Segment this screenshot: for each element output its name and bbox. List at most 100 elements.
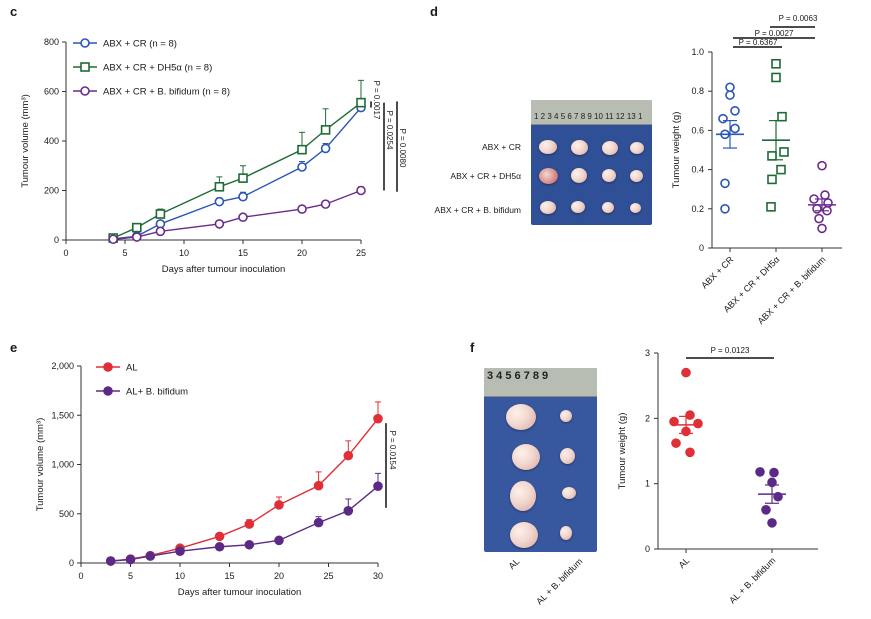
photo-f-group-label: AL (507, 556, 522, 571)
panel-e-data-point (343, 505, 354, 516)
panel-c-y-tick-label: 0 (54, 235, 59, 245)
panel-d-data-point (776, 164, 786, 175)
panel-c-legend-marker (80, 62, 90, 72)
photo-d-row-label-2: ABX + CR + DH5α (450, 171, 521, 181)
panel-d-data-point (812, 204, 822, 214)
panel-c-legend-marker (80, 86, 90, 96)
panel-e-y-tick-label: 2,000 (51, 361, 74, 371)
panel-c-data-point (214, 219, 225, 229)
panel-c-data-point (132, 222, 142, 233)
panel-d-data-point (766, 202, 776, 212)
panel-f-data-point (693, 418, 703, 429)
panel-e-data-point (244, 519, 255, 529)
panel-c-data-point (155, 226, 166, 237)
panel-c-legend-label: ABX + CR + DH5α (n = 8) (103, 63, 212, 74)
panel-letter-d: d (430, 4, 438, 19)
panel-e-x-axis-label: Days after tumour inoculation (178, 587, 302, 598)
panel-e-y-tick-label: 1,500 (51, 410, 74, 420)
panel-letter-c: c (10, 4, 17, 19)
panel-e-p-value: P = 0.0154 (388, 431, 397, 470)
panel-c-data-point (320, 143, 331, 154)
panel-c-data-point (155, 209, 166, 219)
panel-e-data-point (373, 481, 383, 491)
panel-e-legend-label: AL+ B. bifidum (126, 387, 188, 398)
panel-d-data-point (817, 160, 827, 171)
panel-e-y-tick-label: 500 (59, 509, 74, 519)
panel-f-data-point (671, 438, 681, 448)
panel-c-data-point (356, 185, 366, 196)
panel-d-data-point (767, 174, 777, 185)
panel-e-data-point (343, 450, 354, 461)
panel-f-category-label: AL (677, 555, 692, 570)
panel-e-data-point (274, 500, 284, 510)
panel-c-data-point (238, 173, 248, 183)
panel-c-p-value: P = 0.0017 (372, 81, 381, 120)
panel-c-data-point (238, 212, 248, 223)
panel-d-y-tick-label: 1.0 (691, 47, 704, 57)
panel-c-data-point (356, 97, 366, 108)
panel-c-x-tick-label: 15 (238, 248, 248, 258)
panel-e-series-line (110, 418, 379, 562)
panel-d-data-point (720, 178, 730, 189)
panel-d-data-point (820, 190, 830, 200)
panel-d-p-value: P = 0.0027 (755, 29, 794, 38)
panel-c-y-axis-label: Tumour volume (mm³) (20, 94, 31, 188)
panel-d-y-tick-label: 0.8 (691, 86, 704, 96)
panel-c-x-axis-label: Days after tumour inoculation (162, 264, 286, 275)
ruler-d: 1 2 3 4 5 6 7 8 9 10 11 12 13 1 (531, 100, 652, 125)
panel-c-data-point (214, 181, 225, 192)
ruler-f: 3 4 5 6 7 8 9 (484, 368, 597, 397)
panel-d-y-tick-label: 0 (699, 243, 704, 253)
panel-c-data-point (297, 144, 307, 155)
panel-c-legend-label: ABX + CR (n = 8) (103, 39, 177, 50)
panel-letter-f: f (470, 340, 475, 355)
panel-e-data-point (105, 556, 116, 566)
panel-d-category-label: ABX + CR (699, 254, 736, 291)
panel-e-y-tick-label: 1,000 (51, 460, 74, 470)
panel-d-y-tick-label: 0.6 (691, 125, 704, 135)
panel-f-data-point (685, 410, 695, 420)
panel-e-data-point (373, 413, 383, 424)
panel-letter-e: e (10, 340, 17, 355)
panel-e-data-point (175, 546, 185, 556)
ruler-d-text: 1 2 3 4 5 6 7 8 9 10 11 12 13 1 (534, 112, 643, 121)
panel-c-p-value: P = 0.0254 (385, 111, 394, 150)
photo-d-row-label-1: ABX + CR (482, 142, 521, 152)
panel-f-data-point (761, 504, 771, 515)
panel-c-data-point (214, 196, 225, 207)
panel-f-data-point (769, 467, 779, 478)
panel-c-x-tick-label: 20 (297, 248, 307, 258)
panel-c-data-point (320, 125, 331, 135)
panel-f-y-tick-label: 2 (645, 413, 650, 423)
panel-d-data-point (817, 223, 827, 234)
ruler-f-text: 3 4 5 6 7 8 9 (487, 370, 549, 382)
panel-d-data-point (730, 106, 740, 116)
panel-c-p-value: P = 0.0080 (398, 129, 407, 168)
panel-d-data-point (771, 72, 781, 83)
panel-d-data-point (771, 58, 781, 69)
panel-d-data-point (718, 113, 728, 124)
panel-c-x-tick-label: 10 (179, 248, 189, 258)
panel-d-data-point (767, 151, 777, 161)
panel-d-data-point (777, 111, 787, 122)
panel-e-data-point (274, 535, 284, 546)
panel-c-x-tick-label: 5 (122, 248, 127, 258)
panel-c-y-tick-label: 800 (44, 37, 59, 47)
panel-e-data-point (244, 539, 255, 550)
panel-c-x-tick-label: 25 (356, 248, 366, 258)
panel-d-y-tick-label: 0.4 (691, 165, 704, 175)
panel-e-x-tick-label: 30 (373, 571, 383, 581)
panel-e-data-point (313, 517, 324, 528)
panel-f-y-axis-label: Tumour weight (g) (617, 413, 628, 490)
panel-d-data-point (814, 213, 824, 224)
panel-e-x-tick-label: 5 (128, 571, 133, 581)
panel-c-x-tick-label: 0 (63, 248, 68, 258)
panel-f-data-point (767, 518, 777, 528)
panel-e-legend-label: AL (126, 363, 138, 374)
panel-e-data-point (145, 551, 156, 561)
panel-e-x-tick-label: 15 (224, 571, 234, 581)
panel-e-data-point (125, 554, 136, 565)
panel-e-x-tick-label: 25 (323, 571, 333, 581)
panel-e-x-tick-label: 0 (78, 571, 83, 581)
